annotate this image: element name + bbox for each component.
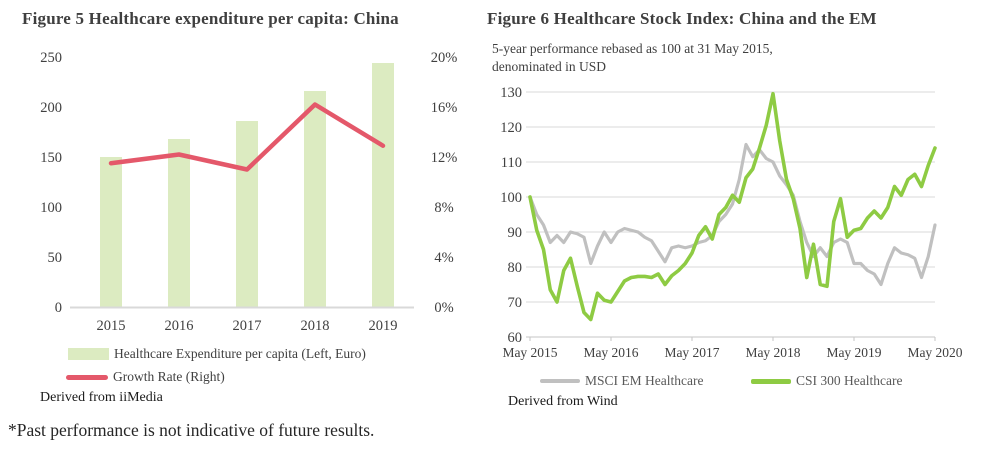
- figure5-chart: 0 50 100 150 200 250 0% 4% 8% 12% 16% 20% 2015 2016 20…: [40, 50, 458, 334]
- figure5-source: Derived from iiMedia: [40, 390, 163, 405]
- figure5-legend-line: Growth Rate (Right): [66, 369, 225, 385]
- figure6-legend-csi: CSI 300 Healthcare: [751, 373, 902, 389]
- svg-text:2015: 2015: [97, 318, 126, 334]
- svg-text:60: 60: [508, 330, 523, 346]
- svg-text:70: 70: [508, 295, 523, 311]
- svg-text:130: 130: [500, 85, 522, 101]
- figure6-chart: 60 70 80 90 100 110 120 130 May 2015 May 2016 May …: [500, 85, 963, 360]
- msci-legend-label: MSCI EM Healthcare: [585, 373, 704, 388]
- svg-text:8%: 8%: [434, 200, 453, 216]
- svg-text:250: 250: [40, 50, 62, 66]
- svg-text:0%: 0%: [434, 300, 453, 316]
- svg-text:May 2016: May 2016: [583, 345, 638, 360]
- svg-text:50: 50: [48, 250, 63, 266]
- bar-swatch-icon: [68, 348, 109, 360]
- figure6-subtitle-line1: 5-year performance rebased as 100 at 31 …: [492, 41, 773, 56]
- figure5-title: Figure 5 Healthcare expenditure per capi…: [22, 9, 399, 28]
- msci-line-swatch-icon: [540, 379, 580, 383]
- figure6-subtitle-line2: denominated in USD: [492, 59, 606, 74]
- svg-text:12%: 12%: [431, 150, 458, 166]
- svg-text:May 2019: May 2019: [826, 345, 881, 360]
- svg-text:2018: 2018: [301, 318, 330, 334]
- svg-text:80: 80: [508, 260, 523, 276]
- figure6-legend-msci: MSCI EM Healthcare: [540, 373, 703, 389]
- csi-legend-label: CSI 300 Healthcare: [796, 373, 903, 388]
- figure6-title: Figure 6 Healthcare Stock Index: China a…: [487, 9, 877, 28]
- svg-text:16%: 16%: [431, 100, 458, 116]
- svg-text:90: 90: [508, 225, 523, 241]
- svg-text:May 2015: May 2015: [502, 345, 557, 360]
- svg-text:May 2018: May 2018: [745, 345, 800, 360]
- growth-line-swatch-icon: [66, 374, 108, 380]
- past-performance-footnote: *Past performance is not indicative of f…: [8, 420, 375, 440]
- csi-line-swatch-icon: [751, 378, 791, 384]
- figure5-legend-bar: Healthcare Expenditure per capita (Left,…: [68, 346, 366, 362]
- figure6-source: Derived from Wind: [508, 394, 618, 409]
- svg-text:2019: 2019: [369, 318, 398, 334]
- svg-text:100: 100: [40, 200, 62, 216]
- svg-text:4%: 4%: [434, 250, 453, 266]
- svg-text:100: 100: [500, 190, 522, 206]
- bar-legend-label: Healthcare Expenditure per capita (Left,…: [114, 346, 366, 361]
- svg-text:0: 0: [55, 300, 62, 316]
- svg-text:110: 110: [501, 155, 522, 171]
- svg-text:200: 200: [40, 100, 62, 116]
- svg-text:150: 150: [40, 150, 62, 166]
- svg-text:May 2020: May 2020: [907, 345, 962, 360]
- growth-legend-label: Growth Rate (Right): [113, 369, 225, 384]
- svg-text:2017: 2017: [233, 318, 262, 334]
- svg-text:2016: 2016: [165, 318, 194, 334]
- svg-text:May 2017: May 2017: [664, 345, 719, 360]
- svg-text:20%: 20%: [431, 50, 458, 66]
- svg-text:120: 120: [500, 120, 522, 136]
